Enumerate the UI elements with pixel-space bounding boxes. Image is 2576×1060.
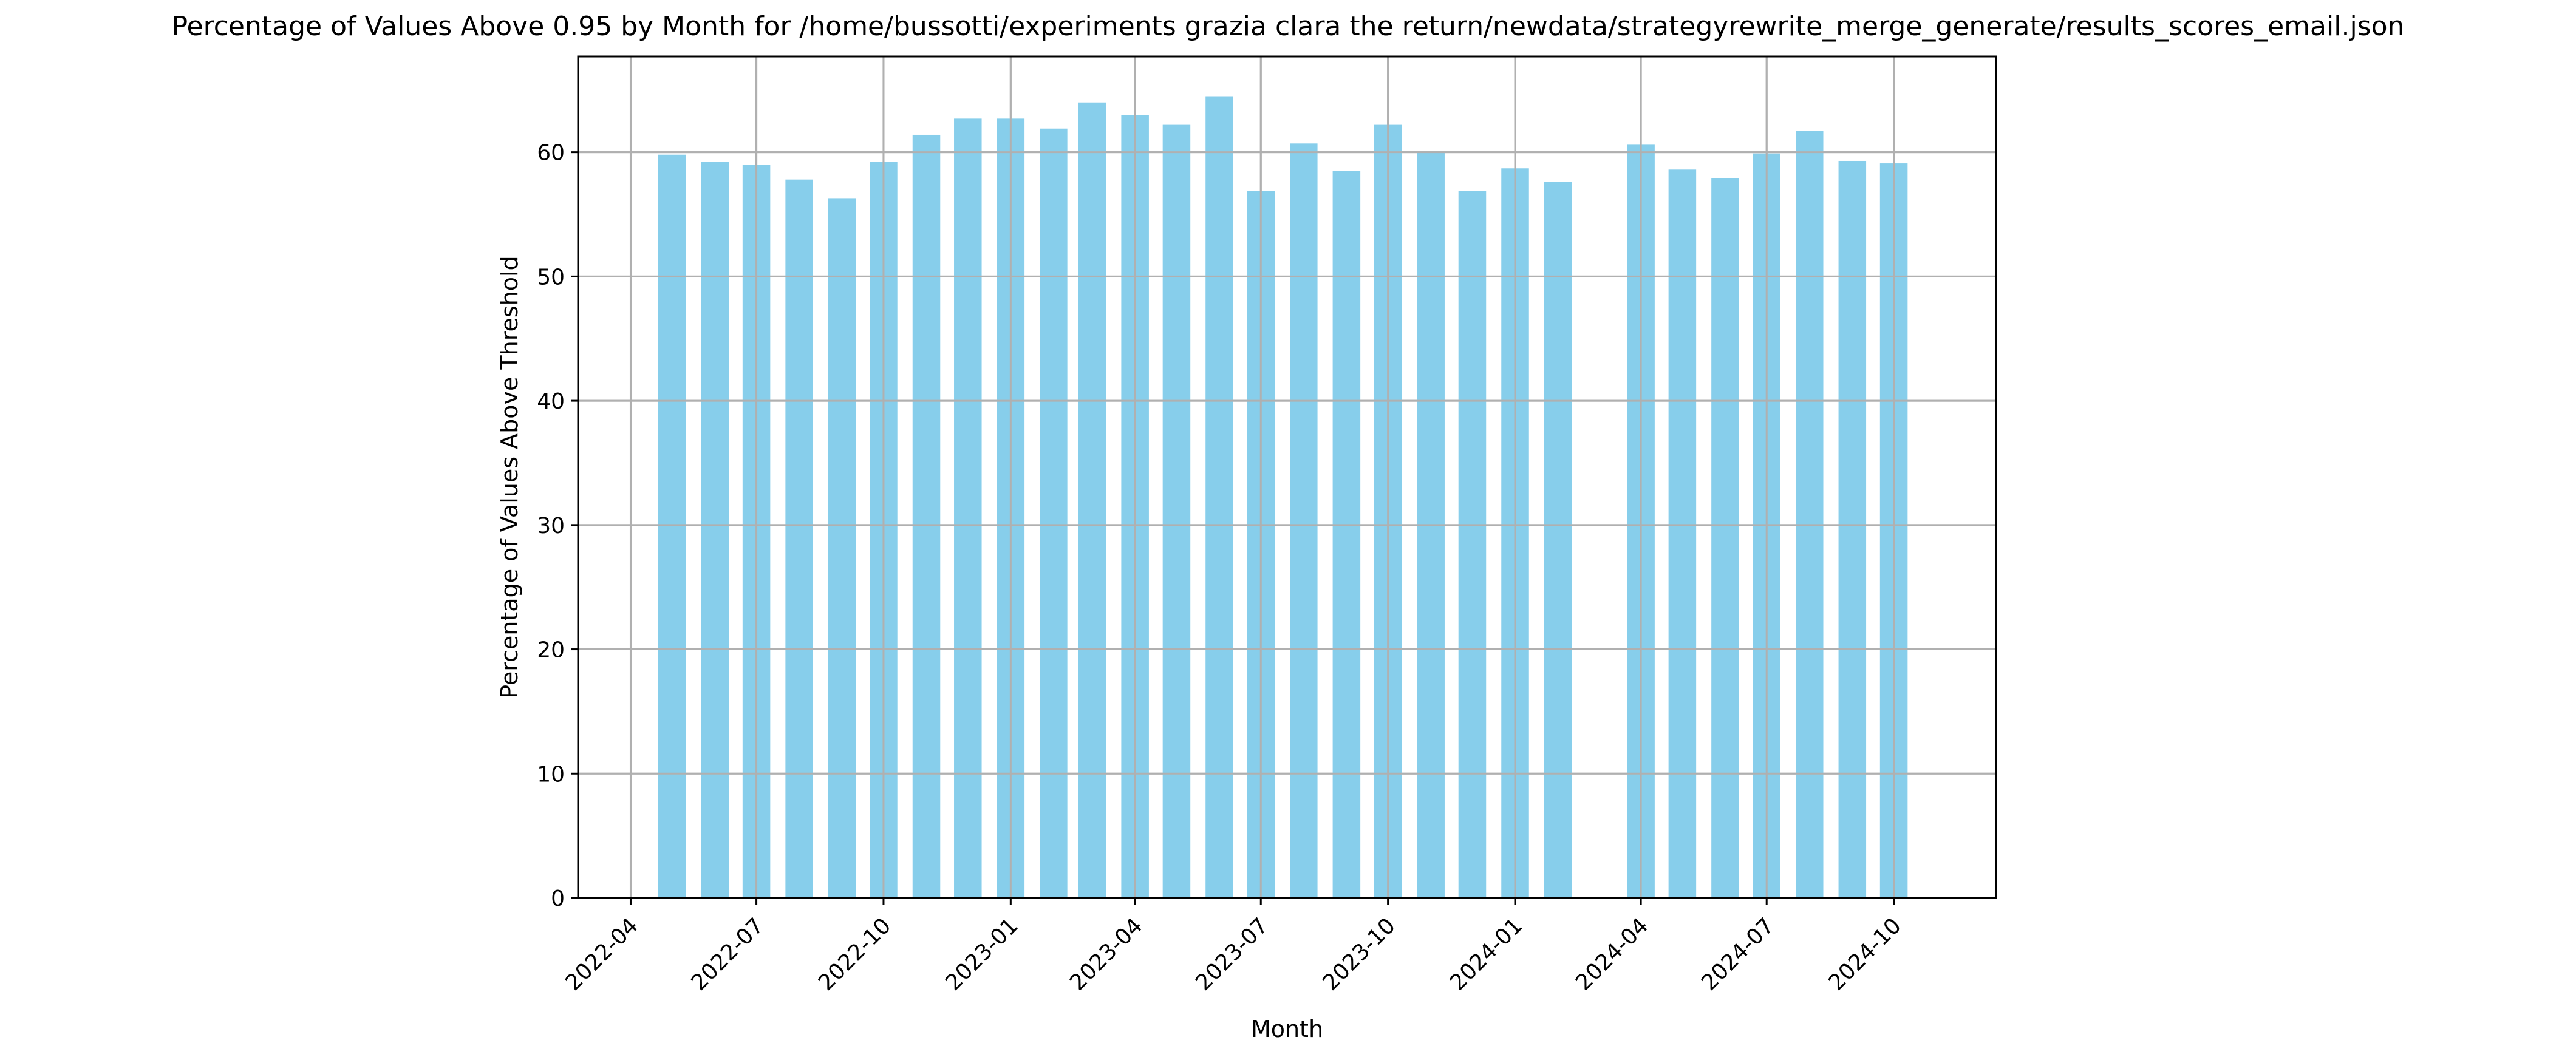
bar — [1796, 131, 1824, 898]
x-axis-ticks: 2022-04 2022-07 2022-10 2023-01 2023-04 2023-… — [561, 898, 1906, 996]
bar — [1162, 124, 1191, 898]
y-tick-label: 10 — [537, 762, 565, 787]
bar — [785, 179, 813, 899]
y-axis-label: Percentage of Values Above Threshold — [496, 256, 523, 698]
x-tick-label: 2022-07 — [687, 913, 769, 995]
x-tick-label: 2024-07 — [1697, 913, 1779, 995]
y-tick-label: 60 — [537, 141, 565, 166]
x-tick-label: 2023-10 — [1318, 913, 1400, 995]
y-tick-label: 30 — [537, 514, 565, 538]
bar — [1838, 160, 1867, 898]
x-tick-label: 2024-01 — [1445, 913, 1527, 995]
bar — [1290, 143, 1318, 898]
x-tick-label: 2024-04 — [1571, 913, 1653, 995]
x-axis-label: Month — [1251, 1016, 1323, 1042]
bar — [658, 154, 686, 898]
y-axis-ticks: 0 10 20 30 40 50 60 — [537, 141, 578, 911]
bar — [1078, 102, 1106, 898]
chart-title: Percentage of Values Above 0.95 by Month… — [171, 11, 2405, 42]
bar — [954, 118, 982, 898]
plot-frame — [577, 55, 1997, 899]
bar — [1205, 96, 1233, 898]
y-tick-label: 50 — [537, 265, 565, 290]
bar — [1332, 171, 1361, 898]
x-tick-label: 2023-01 — [941, 913, 1023, 995]
bar — [1458, 191, 1487, 899]
bar — [1040, 128, 1068, 899]
x-tick-label: 2024-10 — [1824, 913, 1906, 995]
bar — [701, 162, 729, 899]
x-tick-label: 2023-04 — [1065, 913, 1147, 995]
bars — [578, 56, 1996, 899]
x-tick-label: 2023-07 — [1191, 913, 1273, 995]
y-tick-label: 0 — [551, 886, 565, 911]
y-tick-label: 40 — [537, 389, 565, 414]
x-tick-label: 2022-10 — [814, 913, 896, 995]
bar — [1544, 182, 1572, 898]
bar — [1711, 178, 1739, 898]
y-tick-label: 20 — [537, 638, 565, 663]
bar — [1668, 169, 1697, 899]
bar — [912, 134, 941, 899]
bar — [828, 198, 856, 899]
x-tick-label: 2022-04 — [561, 913, 642, 995]
